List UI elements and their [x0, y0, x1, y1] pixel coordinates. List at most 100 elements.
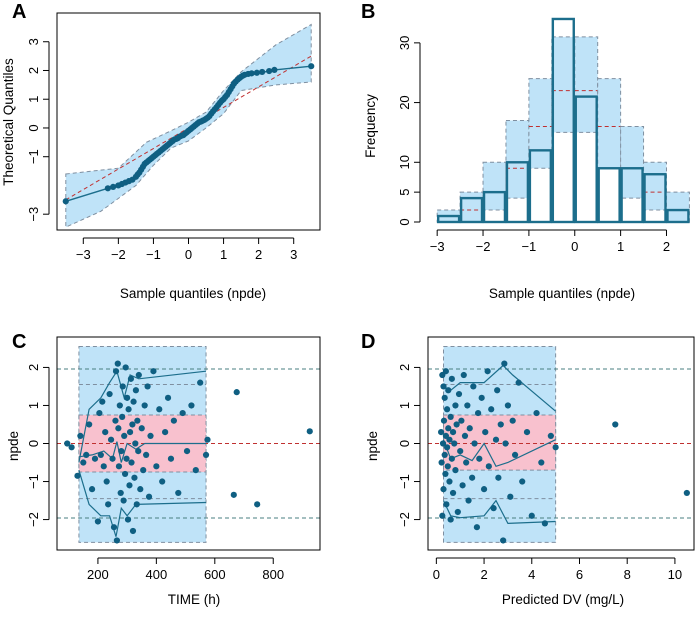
panel-d-data-point — [464, 402, 471, 409]
panel-d-x-tick-label: 4 — [528, 567, 535, 582]
panel-c-data-point — [197, 379, 204, 386]
panel-d-data-point — [495, 474, 502, 481]
panel-d-y-tick-label: −2 — [397, 512, 412, 527]
panel-d-data-point — [683, 489, 690, 497]
panel-c-data-point — [77, 432, 84, 439]
panel-c-data-point — [116, 402, 123, 409]
panel-c-data-point — [159, 478, 166, 485]
panel-b-histogram-bar — [505, 161, 530, 224]
panel-d-xlabel: Predicted DV (mg/L) — [502, 592, 624, 607]
panel-a-frame — [56, 12, 321, 231]
panel-d-data-point — [484, 368, 491, 375]
panel-c-data-point — [134, 417, 141, 424]
panel-b-expected-band — [551, 36, 576, 133]
panel-c-x-tick-label: 800 — [262, 567, 284, 582]
panel-d-data-point — [454, 508, 461, 516]
panel-d-data-point — [538, 459, 545, 466]
panel-b-x-tick-label: −1 — [521, 239, 536, 254]
panel-d-data-point — [440, 383, 447, 390]
panel-c-data-point — [117, 489, 124, 497]
panel-a-confidence-band — [65, 23, 312, 228]
panel-d-data-point — [470, 383, 477, 390]
panel-c-data-point — [94, 518, 102, 525]
panel-c-data-point — [131, 474, 138, 481]
panel-d-data-point — [519, 478, 526, 485]
panel-d-data-point — [480, 486, 488, 493]
panel-d-data-point — [444, 463, 451, 470]
panel-b-x-tick-label: 0 — [571, 239, 578, 254]
panel-d-data-point — [443, 406, 451, 413]
panel-c-y-tick-label: −2 — [26, 512, 41, 527]
panel-c-data-point — [132, 387, 139, 394]
panel-d-y-tick-label: −1 — [397, 474, 412, 489]
panel-a-x-tick-label: 0 — [185, 247, 192, 262]
panel-c-data-point — [115, 425, 122, 432]
panel-a-data-point — [259, 68, 266, 76]
panel-d-lower-percentile-line — [442, 499, 556, 525]
panel-b-expected-band — [620, 125, 645, 199]
panel-d-data-point — [439, 512, 446, 519]
panel-a-x-tick-label: −3 — [76, 247, 91, 262]
panel-c-data-point — [147, 432, 154, 439]
panel-d-data-point — [500, 537, 507, 544]
panel-c-data-point — [64, 440, 71, 447]
panel-a-data-point — [62, 198, 69, 205]
panel-c-data-point — [74, 472, 81, 479]
panel-b-histogram-bar — [597, 167, 621, 224]
panel-b-expected-band — [643, 161, 667, 211]
panel-c-data-point — [88, 486, 96, 493]
panel-d-data-point — [443, 501, 450, 508]
panel-d-data-point — [458, 417, 465, 424]
panel-c-data-point — [162, 428, 169, 436]
panel-c-data-point — [138, 425, 145, 432]
panel-d-data-point — [612, 421, 619, 428]
panel-d-data-point — [474, 409, 482, 417]
panel-c-xlabel: TIME (h) — [168, 592, 221, 607]
panel-d-data-point — [441, 394, 448, 401]
panel-c-data-point — [137, 486, 144, 493]
panel-c-data-point — [91, 455, 99, 462]
panel-c-data-point — [170, 417, 177, 424]
panel-a-y-tick-label: −3 — [26, 207, 41, 222]
panel-d-data-point — [509, 417, 516, 424]
panel-a-x-tick-label: 2 — [255, 247, 262, 262]
panel-c: C 200 400 600 800 −2 −1 0 1 2 TIME (h) npde — [6, 331, 321, 607]
panel-d-data-point — [445, 387, 452, 394]
panel-a-y-tick-label: −1 — [26, 149, 41, 164]
panel-d-data-point — [452, 467, 459, 474]
panel-c-data-point — [204, 436, 211, 443]
panel-d-data-point — [533, 409, 540, 417]
panel-d-data-point — [502, 440, 509, 447]
panel-d-data-point — [497, 421, 504, 428]
panel-c-data-point — [96, 409, 103, 417]
panel-c-data-point — [145, 493, 153, 500]
panel-a-x-tick-label: −1 — [146, 247, 161, 262]
panel-a-letter: A — [12, 1, 26, 23]
panel-a-data-point — [248, 70, 255, 77]
panel-c-data-point — [112, 368, 120, 375]
panel-c-y-tick-label: 2 — [26, 364, 41, 371]
panel-d-center-band — [443, 414, 557, 471]
panel-b-expected-band — [665, 191, 690, 223]
panel-b-histogram-bar — [620, 167, 644, 224]
panel-d-x-tick-label: 6 — [576, 567, 583, 582]
panel-c-data-point — [83, 451, 90, 459]
panel-c-data-point — [127, 375, 135, 382]
panel-c-data-point — [126, 428, 134, 436]
panel-c-data-point — [119, 413, 126, 420]
panel-c-y-tick-label: 0 — [26, 440, 41, 447]
panel-c-data-point — [123, 455, 130, 462]
panel-d-data-point — [488, 406, 495, 413]
panel-c-data-point — [68, 444, 75, 451]
panel-b-expected-band — [459, 191, 484, 223]
panel-d-data-point — [459, 482, 466, 489]
panel-b-x-tick-label: −3 — [430, 239, 445, 254]
panel-c-data-point — [102, 428, 109, 436]
panel-c-data-point — [110, 524, 118, 531]
panel-c-lower-percentile-line — [78, 469, 207, 537]
panel-d-plot-area: 0 2 4 6 8 10 −2 −1 0 1 2 — [397, 336, 695, 582]
panel-c-data-point — [106, 390, 113, 398]
panel-c-y-tick-label: −1 — [26, 474, 41, 489]
panel-d-data-point — [482, 428, 489, 436]
